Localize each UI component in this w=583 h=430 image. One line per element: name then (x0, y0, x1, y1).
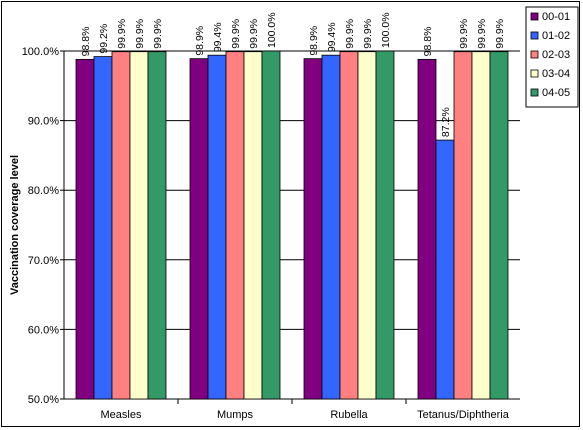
data-label: 99.2% (98, 24, 110, 54)
bar (147, 51, 167, 400)
data-label: 99.4% (212, 22, 224, 52)
data-label: 99.9% (362, 19, 374, 49)
legend-swatch (530, 69, 539, 78)
data-label: 99.9% (476, 19, 488, 49)
y-axis-label: Vaccination coverage level (9, 155, 21, 295)
data-label: 99.9% (134, 19, 146, 49)
legend-label: 04-05 (542, 87, 570, 99)
bar (207, 54, 227, 400)
data-label: 99.9% (248, 19, 260, 49)
bar (453, 51, 473, 400)
bar (489, 51, 509, 400)
y-tick-label: 50.0% (28, 394, 59, 406)
x-tick-label: Mumps (217, 409, 254, 421)
y-tick-label: 70.0% (28, 255, 59, 267)
plot-area: 50.0% 60.0% 70.0% 80.0% 90.0% 100.0% 98.8% 99.2… (22, 12, 520, 421)
legend-swatch (530, 88, 539, 97)
data-label: 98.8% (80, 27, 92, 57)
bar (129, 51, 149, 400)
data-label: 98.9% (308, 26, 320, 56)
legend-swatch (530, 50, 539, 59)
data-label: 99.9% (152, 19, 164, 49)
bar (93, 56, 113, 400)
x-tick-label: Rubella (330, 409, 368, 421)
data-label: 87.2% (440, 107, 452, 137)
data-label: 100.0% (380, 12, 392, 48)
bar (321, 54, 341, 400)
legend-swatch (530, 31, 539, 40)
bar (375, 50, 395, 400)
x-tick-label: Measles (101, 409, 142, 421)
bar (111, 51, 131, 400)
bar (357, 51, 377, 400)
bar (417, 58, 437, 400)
bar (303, 58, 323, 400)
data-label: 99.9% (230, 19, 242, 49)
data-label: 99.9% (344, 19, 356, 49)
legend-swatch (530, 12, 539, 21)
y-tick-label: 60.0% (28, 324, 59, 336)
bar (261, 50, 281, 400)
legend-label: 03-04 (542, 68, 570, 80)
y-tick-label: 100.0% (22, 46, 60, 58)
bar (435, 139, 455, 400)
legend-label: 01-02 (542, 30, 570, 42)
legend-label: 02-03 (542, 49, 570, 61)
x-tick-label: Tetanus/Diphtheria (417, 409, 510, 421)
data-label: 98.8% (422, 27, 434, 57)
data-label: 100.0% (266, 12, 278, 48)
bar (225, 51, 245, 400)
legend-label: 00-01 (542, 11, 570, 23)
data-label: 99.9% (458, 19, 470, 49)
legend: 00-01 01-02 02-03 03-04 04-05 (525, 6, 579, 108)
bar (189, 58, 209, 400)
data-label: 99.4% (326, 22, 338, 52)
bar (339, 51, 359, 400)
data-label: 99.9% (116, 19, 128, 49)
y-tick-label: 80.0% (28, 185, 59, 197)
bar (471, 51, 491, 400)
bar (75, 58, 95, 400)
data-label: 99.9% (494, 19, 506, 49)
y-tick-label: 90.0% (28, 116, 59, 128)
bar (243, 51, 263, 400)
data-label: 98.9% (194, 26, 206, 56)
